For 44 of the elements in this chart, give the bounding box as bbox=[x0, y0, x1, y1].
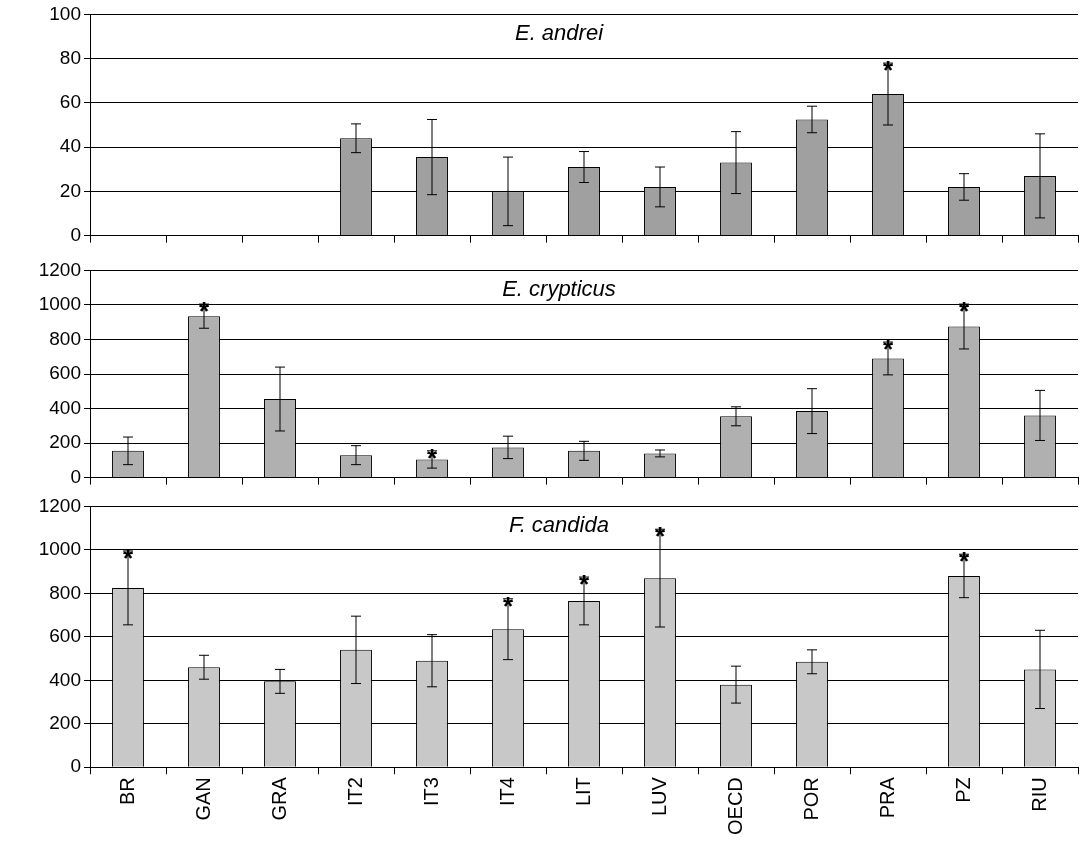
y-tick-label: 400 bbox=[49, 396, 81, 418]
x-tick-label: LUV bbox=[647, 776, 670, 817]
y-tick-label: 1200 bbox=[38, 258, 81, 280]
x-tick-label: RIU bbox=[1027, 777, 1050, 812]
annotation: * bbox=[122, 542, 134, 573]
y-tick-label: 100 bbox=[49, 2, 81, 24]
y-tick-label: 20 bbox=[59, 179, 81, 201]
chart-title: E. crypticus bbox=[502, 275, 616, 301]
annotation: * bbox=[502, 590, 514, 621]
y-tick-label: 60 bbox=[59, 91, 81, 113]
y-tick-label: 800 bbox=[49, 581, 81, 603]
chart-title: E. andrei bbox=[514, 19, 605, 45]
annotation: * bbox=[654, 521, 666, 552]
y-tick-label: 200 bbox=[49, 711, 81, 733]
x-tick-label: OECD bbox=[723, 777, 746, 836]
chart-title: F. candida bbox=[509, 511, 609, 537]
y-tick-label: 1200 bbox=[38, 494, 81, 516]
annotation: * bbox=[882, 55, 894, 86]
y-tick-label: 0 bbox=[70, 223, 81, 245]
y-tick-label: 400 bbox=[49, 668, 81, 690]
annotation: * bbox=[882, 334, 894, 365]
x-tick-label: POR bbox=[799, 777, 822, 821]
annotation: * bbox=[578, 569, 590, 600]
y-tick-label: 0 bbox=[70, 465, 81, 487]
y-tick-label: 40 bbox=[59, 135, 81, 157]
x-tick-label: PZ bbox=[951, 777, 974, 803]
x-tick-label: PRA bbox=[875, 776, 898, 819]
y-tick-label: 80 bbox=[59, 46, 81, 68]
annotation: * bbox=[958, 546, 970, 577]
x-tick-label: IT3 bbox=[419, 777, 442, 807]
y-tick-label: 200 bbox=[49, 431, 81, 453]
annotation: * bbox=[426, 442, 438, 473]
y-tick-label: 600 bbox=[49, 362, 81, 384]
y-tick-label: 0 bbox=[70, 755, 81, 777]
y-tick-label: 800 bbox=[49, 327, 81, 349]
x-tick-label: LIT bbox=[571, 777, 594, 807]
x-tick-label: BR bbox=[115, 777, 138, 806]
x-tick-label: IT4 bbox=[495, 777, 518, 807]
x-tick-label: GRA bbox=[267, 776, 290, 821]
x-tick-label: IT2 bbox=[343, 777, 366, 807]
x-tick-label: GAN bbox=[191, 777, 214, 821]
y-tick-label: 1000 bbox=[38, 293, 81, 315]
y-tick-label: 600 bbox=[49, 625, 81, 647]
y-tick-label: 1000 bbox=[38, 538, 81, 560]
